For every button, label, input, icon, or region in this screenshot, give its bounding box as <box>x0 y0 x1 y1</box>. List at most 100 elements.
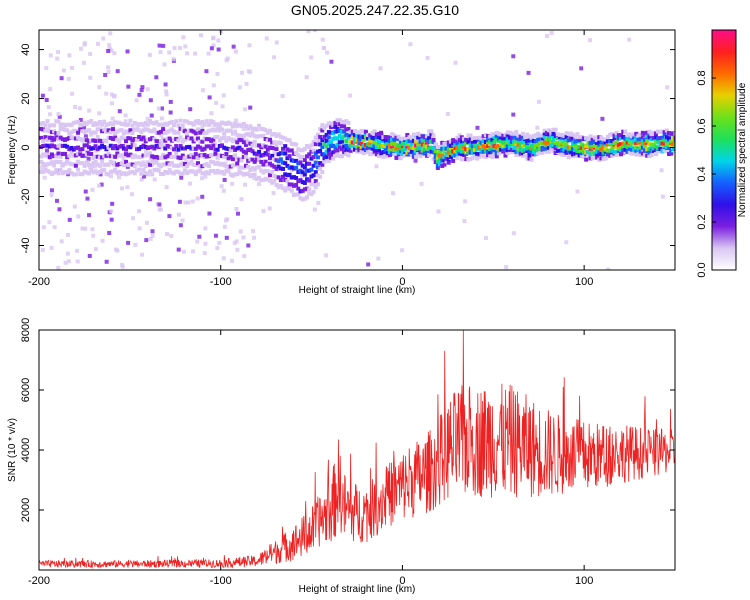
spectrogram-ridge-cell <box>65 128 70 133</box>
spectrogram-ridge-cell <box>547 140 552 145</box>
spectrogram-ridge-cell <box>579 151 584 156</box>
spectrogram-ridge-cell <box>283 177 288 182</box>
spectrogram-ridge-cell <box>357 134 362 139</box>
spectrogram-ridge-cell <box>326 151 331 156</box>
spectrogram-ridge-cell <box>538 150 543 155</box>
spectrogram-ridge-cell <box>514 129 519 134</box>
spectrogram-ridge-cell <box>248 157 253 162</box>
spectrogram-ridge-cell <box>575 138 580 143</box>
spectrogram-noise-cell <box>203 226 208 231</box>
spectrogram-ridge-cell <box>278 141 283 146</box>
spectrogram-ridge-cell <box>499 141 504 146</box>
spectrogram-ridge-cell <box>161 137 166 142</box>
spectrogram-ridge-cell <box>636 133 641 138</box>
spectrogram-noise-cell <box>90 187 95 192</box>
spectrogram-noise-cell <box>366 262 371 267</box>
spectrogram-ridge-cell <box>486 144 491 149</box>
spectrogram-ridge-cell <box>533 139 538 144</box>
spectrogram-ridge-cell <box>106 162 111 167</box>
spectrogram-ridge-cell <box>486 153 491 158</box>
spectrogram-ridge-cell <box>459 144 464 149</box>
spectrogram-ridge-cell <box>494 145 499 150</box>
spectrogram-ridge-cell <box>152 160 157 165</box>
spectrogram-noise-cell <box>549 30 554 35</box>
spectrogram-ridge-cell <box>287 172 292 177</box>
spectrogram-ridge-cell <box>584 136 589 141</box>
spectrogram-ridge-cell <box>259 145 264 150</box>
spectrogram-ridge-cell <box>342 120 347 125</box>
spectrogram-ridge-cell <box>462 149 467 154</box>
spectrogram-ridge-cell <box>241 121 246 126</box>
spectrogram-noise-cell <box>304 75 309 80</box>
spectrogram-ridge-cell <box>134 168 139 173</box>
spectrogram-ridge-cell <box>538 133 543 138</box>
spectrogram-ridge-cell <box>110 122 115 127</box>
spectrogram-ridge-cell <box>623 139 628 144</box>
spectrogram-ridge-cell <box>664 149 669 154</box>
spectrogram-ridge-cell <box>605 142 610 147</box>
spectrogram-ridge-cell <box>285 138 290 143</box>
spectrogram-noise-cell <box>161 43 166 48</box>
spectrogram-ridge-cell <box>403 136 408 141</box>
spectrogram-ridge-cell <box>671 142 675 147</box>
spectrogram-ridge-cell <box>296 179 301 184</box>
spectrogram-ridge-cell <box>307 191 312 196</box>
spectrogram-ridge-cell <box>257 156 262 161</box>
spectrogram-ridge-cell <box>462 145 467 150</box>
spectrogram-ridge-cell <box>307 144 312 149</box>
spectrogram-ridge-cell <box>536 151 541 156</box>
spectrogram-ridge-cell <box>435 159 440 164</box>
spectrogram-ridge-cell <box>172 171 177 176</box>
spectrogram-ridge-cell <box>287 182 292 187</box>
spectrogram-ridge-cell <box>267 137 272 142</box>
spectrogram-ridge-cell <box>577 144 582 149</box>
spectrogram-ridge-cell <box>392 147 397 152</box>
spectrogram-noise-cell <box>312 30 317 33</box>
spectrogram-ridge-cell <box>252 159 257 164</box>
spectrogram-ridge-cell <box>492 151 497 156</box>
spectrogram-ridge-cell <box>477 154 482 159</box>
spectrogram-ridge-cell <box>139 154 144 159</box>
spectrogram-ridge-cell <box>385 135 390 140</box>
spectrogram-ridge-cell <box>403 153 408 158</box>
chart-title: GN05.2025.247.22.35.G10 <box>291 2 459 18</box>
spectrogram-ridge-cell <box>555 140 560 145</box>
spectrogram-ridge-cell <box>206 137 211 142</box>
spectrogram-ridge-cell <box>501 133 506 138</box>
spectrogram-ridge-cell <box>141 161 146 166</box>
spectrogram-ridge-cell <box>337 153 342 158</box>
spectrogram-noise-cell <box>158 207 163 212</box>
spectrogram-ridge-cell <box>91 146 96 151</box>
spectrogram-ridge-cell <box>189 152 194 157</box>
spectrogram-ridge-cell <box>126 162 131 167</box>
spectrogram-ridge-cell <box>549 130 554 135</box>
spectrogram-ridge-cell <box>577 138 582 143</box>
spectrogram-ridge-cell <box>420 136 425 141</box>
spectrogram-noise-cell <box>144 238 149 243</box>
spectrogram-noise-cell <box>238 229 243 234</box>
spectrogram-ridge-cell <box>588 152 593 157</box>
spectrogram-ridge-cell <box>492 135 497 140</box>
spectrogram-ridge-cell <box>254 157 259 162</box>
spectrogram-ridge-cell <box>671 136 675 141</box>
spectrogram-ridge-cell <box>209 119 214 124</box>
spectrogram-ridge-cell <box>39 154 43 159</box>
spectrogram-ridge-cell <box>640 130 645 135</box>
spectrogram-ridge-cell <box>564 134 569 139</box>
spectrogram-noise-cell <box>49 188 54 193</box>
spectrogram-ridge-cell <box>448 155 453 160</box>
spectrogram-ridge-cell <box>394 142 399 147</box>
spectrogram-noise-cell <box>312 207 317 212</box>
spectrogram-ridge-cell <box>547 128 552 133</box>
spectrogram-ridge-cell <box>307 161 312 166</box>
spectrogram-ridge-cell <box>433 145 438 150</box>
spectrogram-ridge-cell <box>660 141 665 146</box>
spectrogram-ridge-cell <box>431 156 436 161</box>
spectrogram-ridge-cell <box>390 147 395 152</box>
spectrogram-ridge-cell <box>145 152 150 157</box>
spectrogram-ridge-cell <box>193 172 198 177</box>
spectrogram-ridge-cell <box>667 136 672 141</box>
spectrogram-noise-cell <box>220 104 225 109</box>
spectrogram-ridge-cell <box>361 151 366 156</box>
spectrogram-ridge-cell <box>608 141 613 146</box>
